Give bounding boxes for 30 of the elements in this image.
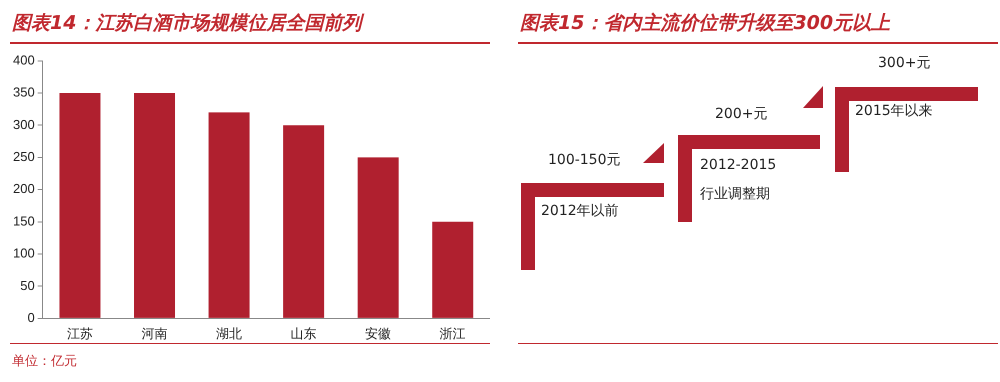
y-tick-label: 150 <box>12 213 35 228</box>
bar <box>59 93 100 318</box>
y-tick-label: 100 <box>12 246 35 261</box>
y-tick-label: 50 <box>20 278 35 293</box>
x-tick-label: 湖北 <box>216 326 242 341</box>
text: 图表15：省内主流价位带升级至300元以上 <box>520 11 890 36</box>
y-tick-label: 350 <box>12 84 35 100</box>
y-tick-label: 400 <box>12 52 35 68</box>
y-tick-label: 200 <box>12 181 35 196</box>
text: 行业调整期 <box>700 185 770 203</box>
x-tick-label: 山东 <box>290 326 317 341</box>
text: 2015年以来 <box>855 102 933 120</box>
text: 2012年以前 <box>541 202 619 220</box>
text: 100-150元 <box>548 151 620 169</box>
y-tick-label: 300 <box>12 116 35 132</box>
x-tick-label: 江苏 <box>66 326 93 341</box>
bar <box>358 157 399 318</box>
bar <box>283 125 324 318</box>
bar <box>432 222 474 318</box>
text: 300+元 <box>878 54 930 72</box>
x-tick-label: 安徽 <box>365 326 392 341</box>
text: 200+元 <box>715 105 768 123</box>
x-tick-label: 河南 <box>142 326 168 341</box>
x-tick-label: 浙江 <box>440 326 466 341</box>
y-tick-label: 250 <box>12 148 35 164</box>
bar <box>134 93 176 318</box>
y-tick-label: 0 <box>27 310 35 325</box>
bar <box>208 112 250 318</box>
text: 单位：亿元 <box>12 353 77 370</box>
text: 2012-2015 <box>700 157 776 173</box>
